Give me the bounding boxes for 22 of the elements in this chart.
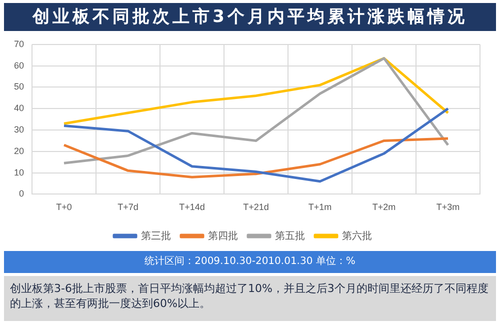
y-tick-label: 40 xyxy=(14,103,24,114)
x-tick-label: T+0 xyxy=(56,202,72,212)
y-tick-label: 0 xyxy=(18,188,24,199)
y-tick-label: 50 xyxy=(14,82,24,92)
x-tick-label: T+7d xyxy=(118,202,138,212)
y-tick-label: 70 xyxy=(14,38,24,49)
y-tick-label: 10 xyxy=(14,167,24,178)
text: 创业板第3-6批上市股票，首日平均涨幅均超过了10%，并且之后3个月的时间里还经历了不同程度的上涨，甚至有两批一度达到60%以上。 xyxy=(4,276,496,321)
y-tick-label: 30 xyxy=(14,124,24,134)
legend-label: 第六批 xyxy=(342,230,372,242)
y-tick-label: 20 xyxy=(14,146,24,156)
x-tick-label: T+14d xyxy=(179,202,205,212)
x-tick-label: T+2m xyxy=(372,202,396,212)
chart-title: 创业板不同批次上市3个月内平均累计涨跌幅情况 xyxy=(4,3,496,31)
y-tick-label: 60 xyxy=(14,60,24,70)
legend-label: 第三批 xyxy=(141,230,171,242)
legend-label: 第四批 xyxy=(208,230,238,242)
text: 统计区间：2009.10.30-2010.01.30 单位：% xyxy=(4,251,496,273)
x-tick-label: T+21d xyxy=(243,202,269,212)
legend-label: 第五批 xyxy=(275,230,305,242)
x-tick-label: T+3m xyxy=(436,202,460,212)
x-tick-label: T+1m xyxy=(308,202,332,212)
